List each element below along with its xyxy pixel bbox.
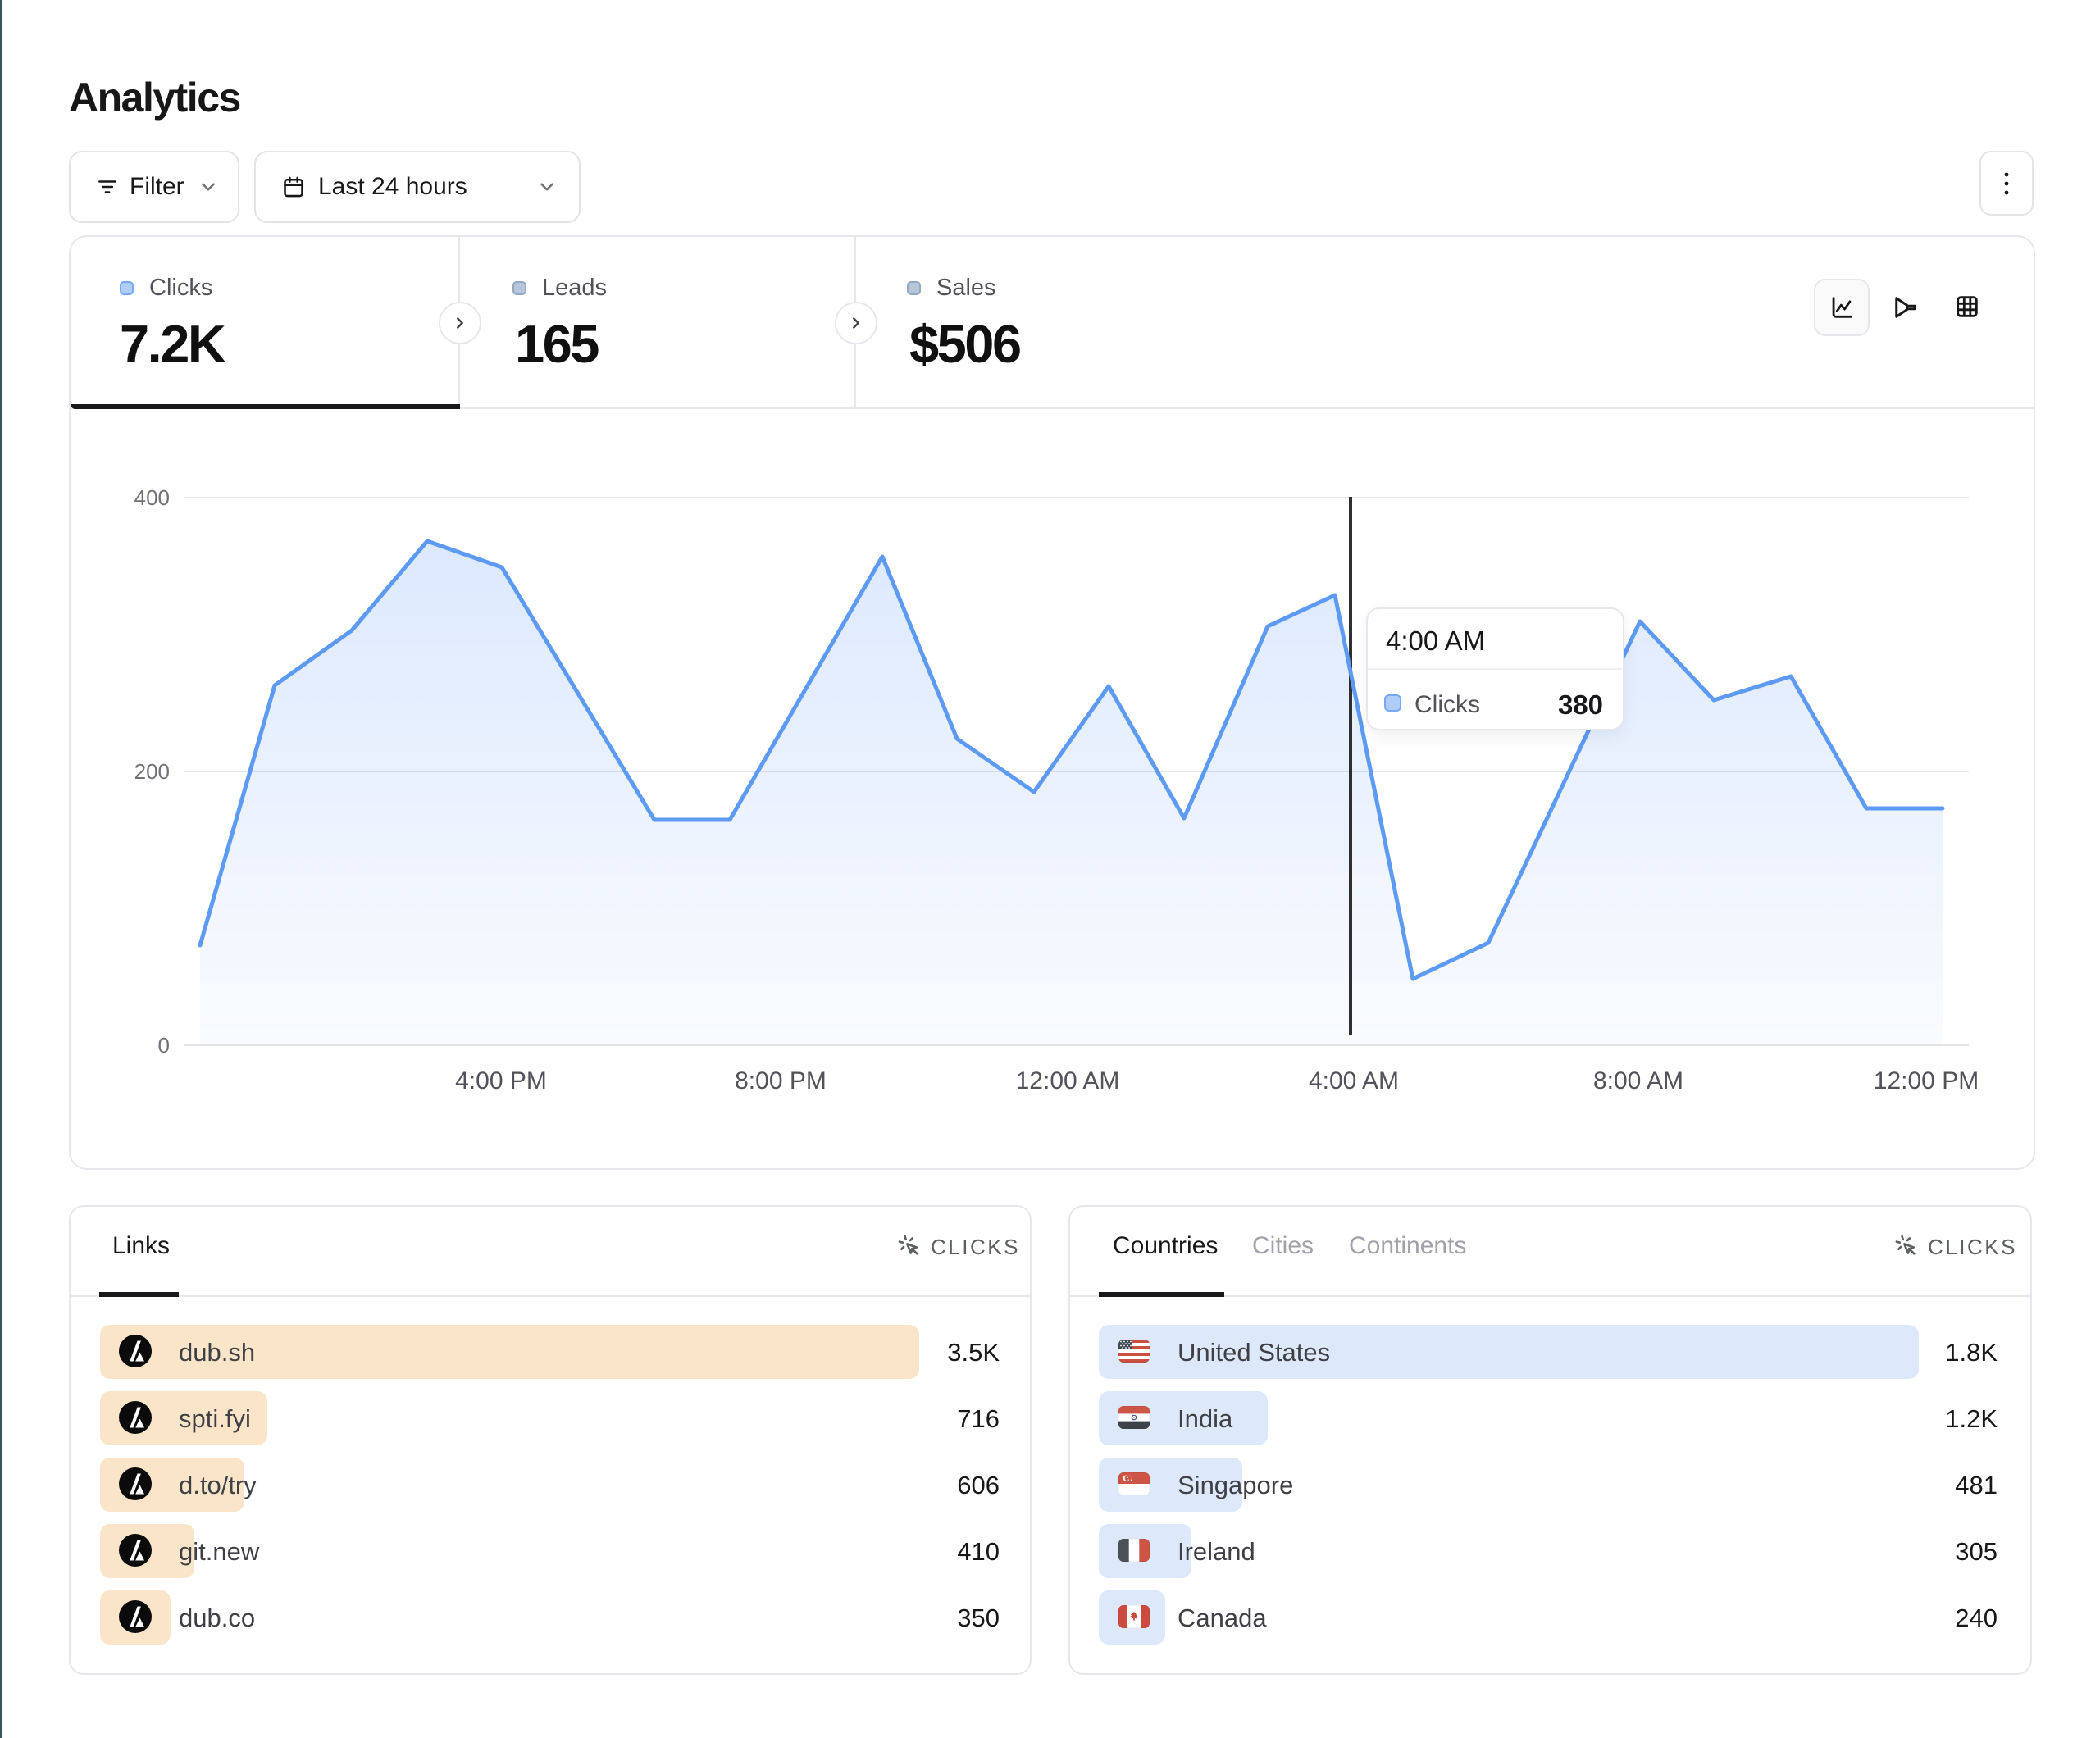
svg-text:8:00 PM: 8:00 PM xyxy=(735,1067,827,1094)
svg-text:4:00 AM: 4:00 AM xyxy=(1309,1067,1399,1094)
svg-text:12:00 AM: 12:00 AM xyxy=(1016,1067,1120,1094)
svg-text:12:00 PM: 12:00 PM xyxy=(1874,1067,1979,1094)
svg-text:8:00 AM: 8:00 AM xyxy=(1593,1067,1683,1094)
svg-text:200: 200 xyxy=(134,759,170,784)
svg-text:0: 0 xyxy=(158,1033,170,1058)
svg-text:400: 400 xyxy=(134,485,170,510)
svg-text:4:00 PM: 4:00 PM xyxy=(455,1067,547,1094)
